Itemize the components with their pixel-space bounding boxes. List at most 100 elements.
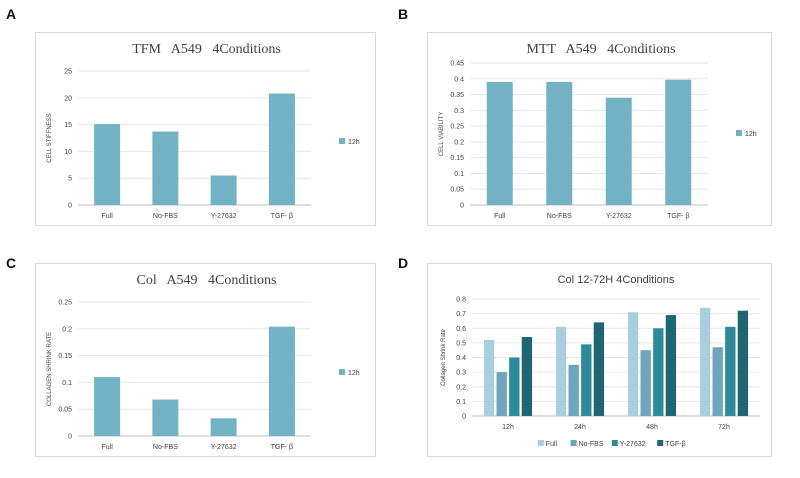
chart-d-bar-full-12h	[483, 339, 495, 416]
chart-d-bar-no-fbs-72h	[712, 347, 723, 416]
chart-c-y-tick-label: 0.25	[58, 300, 72, 307]
chart-a-y-tick-label: 20	[64, 95, 72, 102]
chart-d-y-tick-label: 0.4	[456, 355, 466, 362]
chart-c-container: Col A549 4Conditions 0 0.05 0.1 0.15 0.2 0.25 C…	[35, 263, 376, 457]
chart-b-y-axis-label: CELL VIABILITY	[439, 112, 445, 156]
chart-b-bar-12h-tgf-	[665, 79, 692, 205]
chart-a-y-tick-label: 5	[68, 176, 72, 183]
chart-a-y-tick-label: 25	[64, 69, 72, 76]
chart-d-x-tick-label: 24h	[574, 424, 586, 431]
chart-a: TFM A549 4Conditions 0 5 10 15 20 25 CELL STIFF…	[47, 42, 360, 220]
chart-c-title: Col A549 4Conditions	[136, 273, 276, 288]
chart-c-y-tick-label: 0.05	[58, 407, 72, 414]
chart-d-bar-tgf--12h	[521, 337, 533, 416]
chart-c-bar-12h-y-27632	[210, 418, 237, 436]
chart-a-x-tick-label: TGF- β	[271, 213, 293, 220]
chart-d-y-tick-label: 0.5	[456, 340, 466, 347]
chart-d-legend-label: Y-27632	[620, 441, 646, 448]
chart-d-bar-full-24h	[555, 326, 567, 416]
chart-d-bar-tgf--48h	[665, 315, 677, 416]
chart-d-y-tick-label: 0.1	[456, 399, 466, 406]
chart-b-x-tick-label: Y-27632	[606, 213, 632, 220]
chart-a-container: TFM A549 4Conditions 0 5 10 15 20 25 CELL STIFF…	[35, 32, 376, 226]
chart-b-x-tick-label: Full	[494, 213, 506, 220]
chart-d-legend-swatch	[537, 440, 544, 446]
chart-d-y-tick-label: 0	[462, 414, 466, 421]
chart-b-legend-label: 12h	[745, 131, 757, 138]
chart-a-bar-12h-full	[94, 124, 121, 205]
chart-d-y-tick-label: 0.7	[456, 311, 466, 318]
chart-a-title: TFM A549 4Conditions	[132, 42, 281, 57]
chart-b-x-tick-label: TGF- β	[667, 213, 689, 220]
chart-b-y-tick-label: 0.15	[450, 155, 464, 162]
chart-d-bar-full-72h	[699, 307, 711, 416]
panel-label-a: A	[6, 6, 17, 22]
chart-d-y-tick-label: 0.3	[456, 370, 466, 377]
chart-d-bar-no-fbs-48h	[640, 350, 651, 416]
chart-a-x-tick-label: No-FBS	[153, 213, 178, 220]
chart-d-legend-swatch	[657, 440, 664, 446]
chart-c-y-axis-label: COLLAGEN SHRINK RATE	[47, 332, 53, 406]
chart-a-y-tick-label: 15	[64, 122, 72, 129]
chart-b-y-tick-label: 0.45	[450, 61, 464, 68]
chart-b-y-tick-label: 0.25	[450, 124, 464, 131]
chart-d-bar-no-fbs-12h	[496, 372, 507, 416]
chart-a-y-tick-label: 10	[64, 149, 72, 156]
chart-c-legend-label: 12h	[348, 370, 360, 377]
chart-d-title: Col 12-72H 4Conditions	[558, 274, 675, 286]
chart-b-y-tick-label: 0.2	[454, 139, 464, 146]
chart-a-bar-12h-y-27632	[210, 175, 237, 205]
chart-c-bar-12h-tgf-	[268, 326, 295, 436]
chart-c-bar-12h-no-fbs	[152, 399, 179, 436]
chart-d-y-tick-label: 0.2	[456, 384, 466, 391]
chart-a-bar-12h-no-fbs	[152, 131, 179, 205]
chart-d-legend-swatch	[611, 440, 618, 446]
chart-d-container: Col 12-72H 4Conditions 0 0.1 0.2 0.3 0.4 0.5 0.…	[427, 263, 772, 457]
chart-b-legend-swatch	[736, 130, 742, 136]
chart-d-bar-y-27632-72h	[725, 326, 736, 416]
chart-b-y-tick-label: 0.1	[454, 171, 464, 178]
chart-d-bar-no-fbs-24h	[568, 364, 579, 416]
chart-b: MTT A549 4Conditions 0 0.05 0.1 0.15 0.2 0.25 0…	[439, 42, 757, 220]
chart-b-container: MTT A549 4Conditions 0 0.05 0.1 0.15 0.2 0.25 0…	[427, 32, 772, 226]
chart-d-y-tick-label: 0.6	[456, 326, 466, 333]
chart-b-bar-12h-no-fbs	[546, 81, 573, 205]
chart-b-y-tick-label: 0.05	[450, 187, 464, 194]
chart-b-y-tick-label: 0.4	[454, 76, 464, 83]
chart-c-y-tick-label: 0.15	[58, 353, 72, 360]
chart-d-y-tick-label: 0.8	[456, 297, 466, 304]
chart-d-bar-y-27632-24h	[581, 344, 592, 416]
chart-d-bar-full-48h	[627, 312, 639, 416]
chart-d-legend-swatch	[570, 440, 577, 446]
chart-c-legend-swatch	[339, 369, 345, 375]
chart-d-legend-label: No-FBS	[579, 441, 604, 448]
chart-d: Col 12-72H 4Conditions 0 0.1 0.2 0.3 0.4 0.5 0.…	[441, 274, 760, 448]
chart-b-y-tick-label: 0.35	[450, 92, 464, 99]
chart-a-legend-swatch	[339, 138, 345, 144]
chart-d-bar-tgf--24h	[593, 322, 605, 416]
chart-b-y-tick-label: 0.3	[454, 108, 464, 115]
panel-label-c: C	[6, 255, 17, 271]
chart-c: Col A549 4Conditions 0 0.05 0.1 0.15 0.2 0.25 C…	[47, 273, 360, 451]
chart-d-x-tick-label: 72h	[718, 424, 730, 431]
chart-b-bar-12h-y-27632	[605, 97, 632, 205]
chart-d-bar-y-27632-12h	[509, 357, 520, 416]
chart-d-x-tick-label: 48h	[646, 424, 658, 431]
chart-c-x-tick-label: TGF- β	[271, 444, 293, 451]
chart-b-x-tick-label: No-FBS	[547, 213, 572, 220]
chart-c-y-tick-label: 0.1	[62, 380, 72, 387]
chart-c-y-tick-label: 0.2	[62, 326, 72, 333]
chart-d-bar-y-27632-48h	[653, 328, 664, 416]
panel-label-b: B	[398, 6, 409, 22]
chart-c-x-tick-label: Full	[101, 444, 113, 451]
chart-a-bar-12h-tgf-	[268, 93, 295, 205]
chart-d-x-tick-label: 12h	[502, 424, 514, 431]
chart-d-y-axis-label: Collagen Shrink Rate	[441, 328, 447, 385]
panel-label-d: D	[398, 255, 409, 271]
chart-c-x-tick-label: No-FBS	[153, 444, 178, 451]
chart-c-x-tick-label: Y-27632	[211, 444, 237, 451]
chart-a-x-tick-label: Full	[101, 213, 113, 220]
chart-d-legend-label: TGF-β	[665, 441, 685, 448]
chart-a-y-axis-label: CELL STIFFNESS	[47, 113, 53, 162]
chart-c-bar-12h-full	[94, 377, 121, 436]
